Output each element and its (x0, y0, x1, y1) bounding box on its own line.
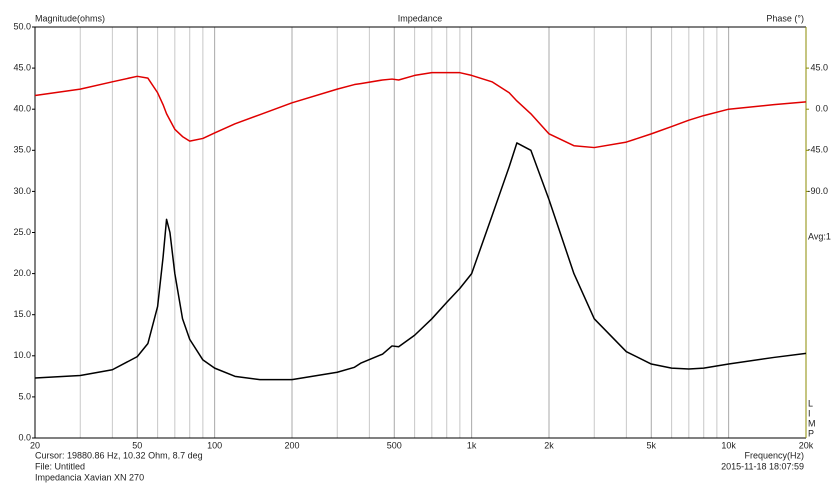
x-tick-label: 100 (207, 440, 222, 450)
y-tick-label: 20.0 (13, 268, 31, 278)
series-line (34, 142, 807, 381)
x-tick-label: 500 (387, 440, 402, 450)
limp-letter: M (808, 418, 816, 428)
cursor-info: Cursor: 19880.86 Hz, 10.32 Ohm, 8.7 deg (35, 450, 203, 460)
x-tick-label: 200 (284, 440, 299, 450)
measurement-name: Impedancia Xavian XN 270 (35, 472, 144, 482)
y2-tick-label: 0.0 (815, 104, 828, 114)
y-tick-label: 5.0 (18, 391, 31, 401)
series-line (34, 71, 807, 149)
x-tick-label: 20 (30, 440, 40, 450)
y-tick-label: 30.0 (13, 186, 31, 196)
limp-letter: P (808, 428, 814, 438)
y-tick-label: 40.0 (13, 104, 31, 114)
timestamp: 2015-11-18 18:07:59 (721, 461, 804, 471)
y-tick-label: 25.0 (13, 227, 31, 237)
x-tick-label: 2k (544, 440, 554, 450)
y-tick-label: 10.0 (13, 350, 31, 360)
x-tick-label: 20k (799, 440, 814, 450)
y2-tick-label: -45.0 (807, 145, 828, 155)
chart-title: Impedance (398, 13, 443, 23)
y-tick-label: 35.0 (13, 145, 31, 155)
x-axis-title: Frequency(Hz) (744, 450, 804, 460)
y2-tick-label: -90.0 (807, 186, 828, 196)
limp-letter: I (808, 408, 811, 418)
x-tick-label: 50 (132, 440, 142, 450)
limp-letter: L (808, 398, 813, 408)
y-axis-title: Magnitude(ohms) (35, 13, 105, 23)
y-tick-label: 0.0 (18, 432, 31, 442)
y2-tick-label: 45.0 (810, 62, 828, 72)
x-tick-label: 5k (647, 440, 657, 450)
x-tick-label: 1k (467, 440, 477, 450)
y-tick-label: 50.0 (13, 21, 31, 31)
y-tick-label: 45.0 (13, 62, 31, 72)
file-info: File: Untitled (35, 461, 85, 471)
y2-axis-title: Phase (°) (766, 13, 804, 23)
y-tick-label: 15.0 (13, 309, 31, 319)
x-tick-label: 10k (721, 440, 736, 450)
average-label: Avg:1 (808, 231, 831, 241)
